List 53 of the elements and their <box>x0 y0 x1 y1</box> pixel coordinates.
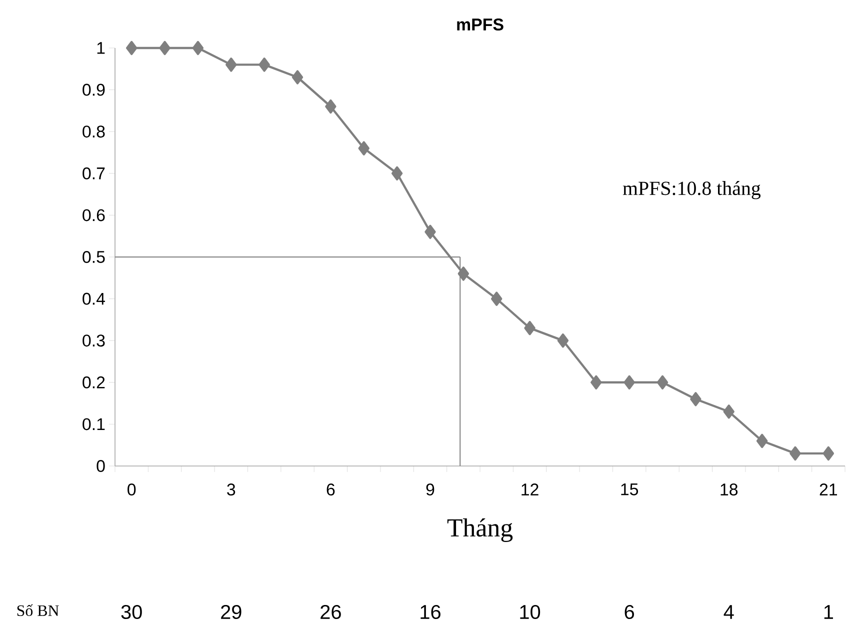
x-tick-label: 18 <box>720 484 738 496</box>
text: 16 <box>420 604 440 620</box>
point <box>790 446 801 461</box>
point <box>690 392 702 406</box>
y-tick-label: 0.2 <box>82 376 105 388</box>
point <box>424 224 436 239</box>
point <box>723 404 734 419</box>
y-tick-label: 0.4 <box>82 292 105 305</box>
text: 10 <box>520 604 540 620</box>
point <box>491 292 502 306</box>
x-tick-label: 21 <box>820 484 838 496</box>
chart-title: mPFS <box>457 18 504 30</box>
x-tick-label: 9 <box>426 484 434 496</box>
point <box>292 70 304 84</box>
point <box>391 166 403 180</box>
y-tick-label: 0 <box>96 460 105 472</box>
annotation: mPFS:10.8 tháng <box>622 181 760 200</box>
point <box>524 320 536 336</box>
point <box>557 333 569 348</box>
x-tick-label: 3 <box>227 484 236 496</box>
x-tick-label: 12 <box>522 484 538 496</box>
point <box>656 375 668 390</box>
text: 26 <box>320 604 341 620</box>
text: 29 <box>221 604 242 620</box>
y-tick-label: 0.5 <box>82 250 105 263</box>
y-tick-label: 1 <box>97 42 105 54</box>
y-tick-label: 0.1 <box>82 418 105 430</box>
point <box>325 99 336 114</box>
y-tick-label: 0.3 <box>82 334 105 347</box>
point <box>756 434 768 448</box>
text: Số BN <box>17 604 59 616</box>
point <box>624 375 635 390</box>
y-tick-label: 0.8 <box>82 126 105 138</box>
y-tick-label: 0.9 <box>82 84 105 96</box>
point <box>358 141 370 156</box>
point <box>159 40 170 56</box>
y-tick-label: 0.7 <box>82 167 105 180</box>
y-tick-label: 0.6 <box>82 209 105 222</box>
text: 1 <box>824 605 833 619</box>
text: 4 <box>724 605 734 619</box>
x-tick-label: 0 <box>128 484 136 496</box>
x-tick-label: 6 <box>326 484 335 496</box>
point <box>822 446 834 461</box>
point <box>126 40 138 56</box>
point <box>258 58 270 72</box>
x-tick-label: 15 <box>621 484 638 496</box>
point <box>458 266 470 281</box>
point <box>226 58 237 72</box>
text: 30 <box>121 604 142 620</box>
x-axis-title: Tháng <box>447 518 513 542</box>
text: 6 <box>624 604 634 620</box>
point <box>192 40 204 56</box>
point <box>590 375 602 390</box>
